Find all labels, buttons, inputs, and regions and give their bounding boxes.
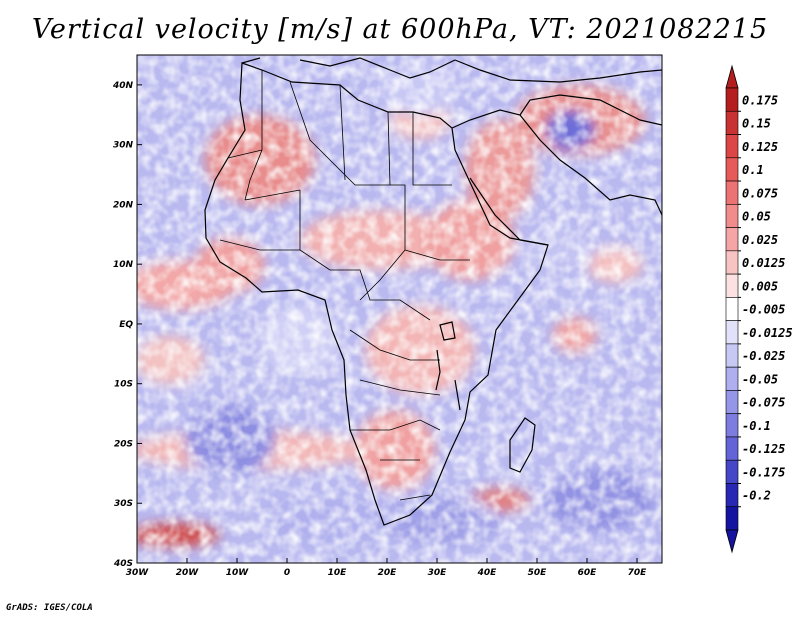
colorbar-label: -0.075 [742, 396, 785, 410]
lon-tick-label: 60E [578, 568, 598, 578]
colorbar-label: -0.05 [742, 372, 778, 386]
map-frame [136, 54, 663, 564]
coastlines [204, 57, 662, 526]
colorbar-label: 0.005 [742, 279, 778, 293]
colorbar-top-arrow [725, 64, 739, 89]
colorbar-label: -0.005 [742, 303, 785, 317]
lat-tick-label: EQ [119, 320, 133, 330]
lon-tick-label: 0 [284, 568, 290, 578]
lat-tick-label: 30S [114, 499, 133, 509]
colorbar-swatch [725, 459, 739, 484]
colorbar-swatch [725, 297, 739, 321]
lat-tick-label: 20N [113, 200, 134, 210]
lon-tick-label: 40E [477, 568, 498, 578]
lat-tick-label: 40S [113, 559, 133, 569]
colorbar-label: 0.125 [742, 140, 778, 154]
lon-tick-label: 50E [528, 568, 548, 578]
colorbar-label: 0.075 [742, 186, 778, 200]
lon-tick-label: 10W [226, 568, 250, 578]
colorbar-swatch [725, 134, 739, 159]
colorbar-label: 0.175 [742, 93, 778, 107]
lon-tick-label: 20W [176, 568, 200, 578]
colorbar-swatch [725, 483, 739, 508]
lat-tick-label: 30N [113, 141, 134, 151]
colorbar-label: 0.025 [742, 233, 778, 247]
colorbar-swatch [725, 413, 739, 438]
lon-tick-label: 30E [428, 568, 448, 578]
colorbar-label: 0.15 [742, 117, 771, 131]
colorbar-label: -0.125 [742, 442, 785, 456]
colorbar-label: -0.2 [742, 489, 771, 503]
colorbar-label: 0.0125 [742, 256, 785, 270]
colorbar-swatch [725, 227, 739, 252]
colorbar-label: 0.1 [742, 163, 764, 177]
velocity-field [137, 55, 662, 563]
colorbar-bottom-arrow [725, 529, 739, 554]
colorbar-swatch [725, 436, 739, 461]
colorbar-label: -0.175 [742, 465, 785, 479]
lat-tick-label: 40N [112, 81, 134, 91]
colorbar-swatch [725, 320, 739, 345]
colorbar-swatch [725, 157, 739, 182]
colorbar-swatch [725, 250, 739, 275]
colorbar-swatch [725, 273, 739, 298]
lat-tick-label: 20S [114, 439, 133, 449]
lon-tick-label: 70E [628, 568, 648, 578]
colorbar-swatch [725, 506, 739, 531]
lon-tick-label: 30W [126, 568, 150, 578]
lat-tick-label: 10N [113, 260, 134, 270]
colorbar-label: 0.05 [742, 210, 771, 224]
colorbar-swatch [725, 366, 739, 391]
lon-tick-label: 10E [328, 568, 348, 578]
colorbar-swatch [725, 110, 739, 135]
colorbar-swatch [725, 180, 739, 205]
colorbar-swatch [725, 204, 739, 228]
colorbar-swatch [725, 390, 739, 414]
colorbar-label: -0.0125 [742, 326, 793, 340]
lon-tick-label: 20E [378, 568, 398, 578]
lat-tick-label: 10S [114, 380, 133, 390]
colorbar-swatch [725, 87, 739, 112]
grads-credit: GrADS: IGES/COLA [6, 603, 93, 613]
country-borders [219, 70, 470, 501]
colorbar-swatch [725, 343, 739, 368]
colorbar: 0.175 0.15 0.125 0.1 0.075 0.05 0.025 0.0125 0.0… [725, 64, 793, 554]
colorbar-label: -0.1 [742, 419, 771, 433]
colorbar-label: -0.025 [742, 349, 785, 363]
map-title: Vertical velocity [m/s] at 600hPa, VT: 2… [31, 14, 769, 45]
